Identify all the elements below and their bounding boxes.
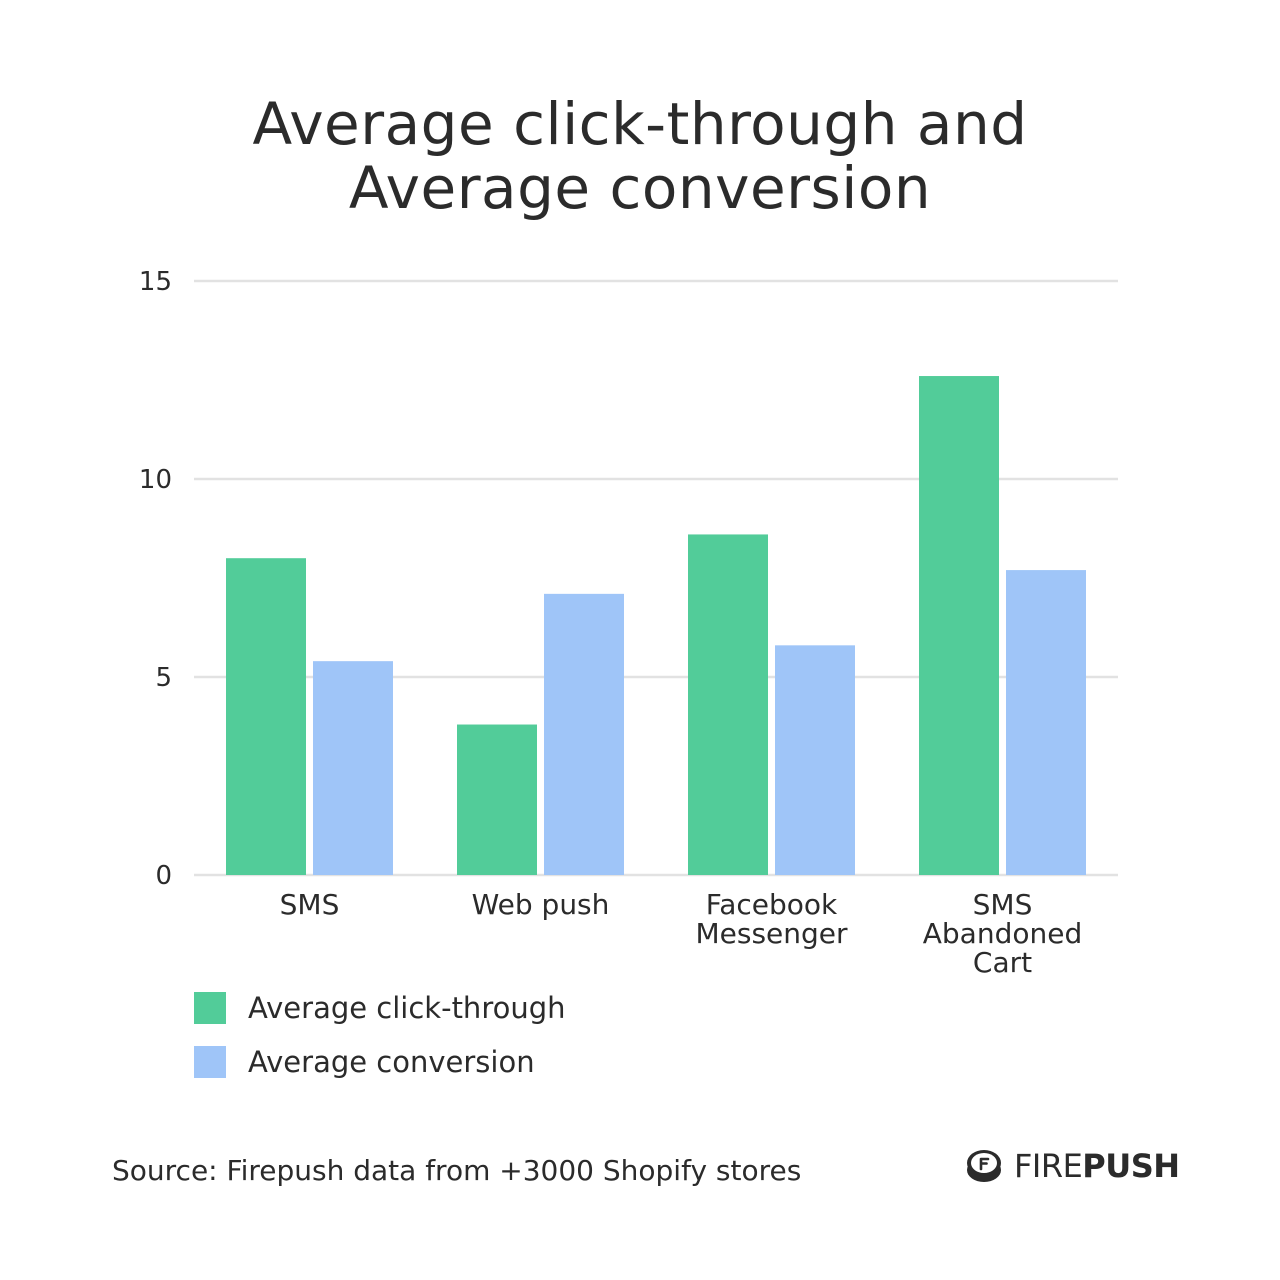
firepush-logo-icon <box>967 1150 1001 1182</box>
bar-conversion <box>544 593 624 875</box>
legend-swatch <box>194 992 226 1024</box>
bar-conversion <box>775 645 855 875</box>
bar-click-through <box>226 558 306 875</box>
y-tick-label: 15 <box>139 267 172 297</box>
bar-click-through <box>457 724 537 875</box>
bar-conversion <box>313 661 393 875</box>
x-tick-label: Web push <box>472 888 610 921</box>
x-tick-label: SMS <box>280 888 340 921</box>
logo-text-push: PUSH <box>1082 1147 1180 1185</box>
chart-title: Average click-through and Average conver… <box>0 92 1280 220</box>
bar-conversion <box>1006 570 1086 875</box>
chart-title-line-2: Average conversion <box>348 154 932 222</box>
chart-title-line-1: Average click-through and <box>252 90 1028 158</box>
logo-text-fire: FIRE <box>1014 1147 1083 1185</box>
y-tick-label: 5 <box>155 663 172 693</box>
bar-click-through <box>688 534 768 875</box>
x-tick-label: SMS Abandoned Cart <box>923 888 1082 979</box>
firepush-logo: FIREPUSH <box>966 1146 1180 1186</box>
legend-label: Average conversion <box>248 1045 535 1079</box>
legend-swatch <box>194 1046 226 1078</box>
y-tick-label: 0 <box>155 861 172 891</box>
y-tick-label: 10 <box>139 465 172 495</box>
logo-text: FIREPUSH <box>1014 1147 1180 1185</box>
source-note: Source: Firepush data from +3000 Shopify… <box>112 1154 802 1187</box>
bar-chart: 0 5 10 15 SMS Web push Facebook Messenger SMS Aba… <box>139 267 1118 1079</box>
legend-label: Average click-through <box>248 991 566 1025</box>
x-tick-label: Facebook Messenger <box>695 888 848 950</box>
bar-click-through <box>919 376 999 875</box>
